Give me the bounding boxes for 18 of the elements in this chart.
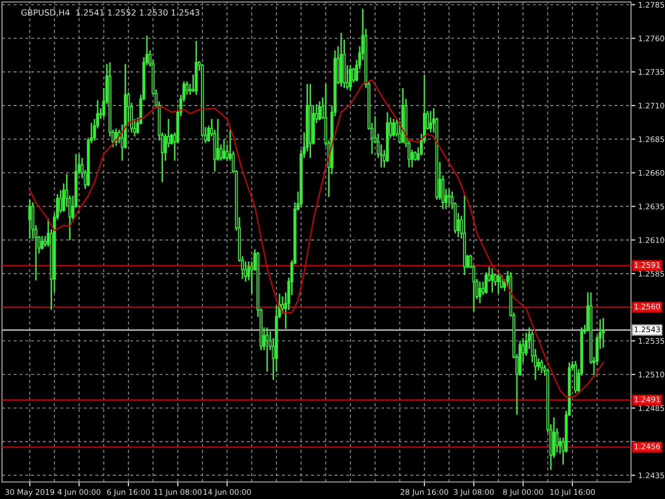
candlestick	[348, 64, 352, 92]
candlestick	[352, 67, 355, 84]
candlestick	[429, 110, 432, 134]
candlestick	[40, 235, 44, 250]
candlestick	[478, 280, 482, 304]
candlestick	[556, 428, 558, 454]
candlestick	[537, 358, 540, 372]
candlestick	[448, 188, 451, 208]
candlestick	[540, 358, 544, 374]
candlestick	[490, 268, 494, 294]
candlestick	[266, 326, 269, 372]
candlestick	[318, 100, 322, 122]
candlestick	[186, 80, 188, 96]
candlestick	[222, 138, 226, 160]
text: GBPUSD,H4 1.2541 1.2552 1.2530 1.2543	[21, 9, 200, 16]
candlestick	[602, 317, 605, 348]
candlestick	[496, 270, 500, 294]
candlestick	[392, 118, 396, 138]
